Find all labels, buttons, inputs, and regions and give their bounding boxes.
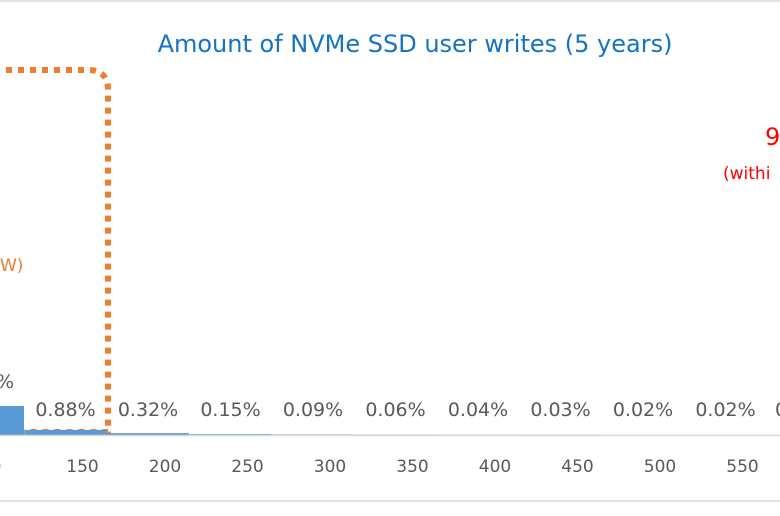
x-tick-label: 550 <box>726 457 758 477</box>
x-tick-label: 0 <box>0 457 1 477</box>
value-label: 0.03% <box>530 399 590 421</box>
bar <box>24 429 107 435</box>
x-tick-label: 400 <box>479 457 511 477</box>
value-label: 0.32% <box>118 399 178 421</box>
value-label: 0.04% <box>448 399 508 421</box>
bar <box>189 434 272 435</box>
value-label: 0.15% <box>200 399 260 421</box>
value-label: 0.02% <box>695 399 755 421</box>
value-label: 0.88% <box>35 399 95 421</box>
right-annotation-note: (withi <box>723 164 770 184</box>
chart-title: Amount of NVMe SSD user writes (5 years) <box>158 30 673 58</box>
value-label: 0 <box>775 399 780 421</box>
right-annotation-value: 9 <box>765 123 780 151</box>
value-labels-layer: % 0.88% 0.32% 0.15% 0.09% 0.06% 0.04% 0.03% 0.02… <box>0 371 780 421</box>
bar <box>107 433 189 435</box>
bar <box>0 406 24 435</box>
x-tick-label: 200 <box>149 457 181 477</box>
x-tick-label: 300 <box>314 457 346 477</box>
tick-labels-layer: 0 150 200 250 300 350 400 450 500 550 <box>0 457 759 477</box>
value-label: % <box>0 371 14 393</box>
x-tick-label: 450 <box>561 457 593 477</box>
value-label: 0.06% <box>365 399 425 421</box>
x-tick-label: 350 <box>396 457 428 477</box>
highlight-box <box>0 67 111 435</box>
value-label: 0.09% <box>283 399 343 421</box>
value-label: 0.02% <box>613 399 673 421</box>
left-annotation: W) <box>0 256 23 276</box>
x-tick-label: 500 <box>644 457 676 477</box>
x-tick-label: 250 <box>231 457 263 477</box>
x-tick-label: 150 <box>66 457 98 477</box>
